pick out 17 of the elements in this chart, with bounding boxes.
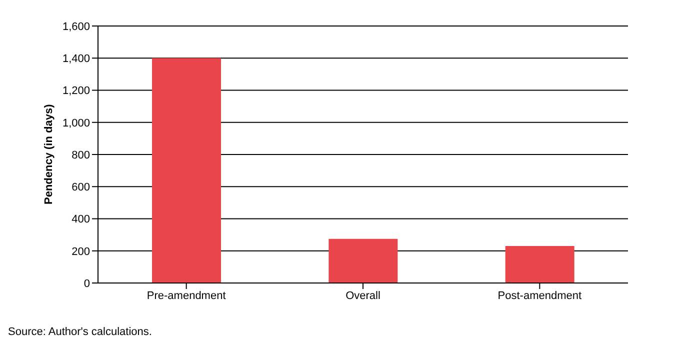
y-tick-label: 800 [72, 149, 90, 162]
y-tick-label: 600 [72, 182, 90, 194]
y-tick-label: 0 [84, 278, 90, 290]
y-tick-label: 400 [72, 214, 90, 226]
bar [152, 58, 221, 283]
y-axis-title: Pendency (in days) [42, 104, 55, 204]
bar [505, 246, 574, 283]
bar [328, 238, 398, 283]
source-note: Source: Author's calculations. [8, 326, 152, 338]
x-tick-label: Pre-amendment [146, 290, 226, 302]
y-tick-label: 200 [72, 246, 90, 258]
y-tick-label: 1,600 [62, 20, 90, 33]
x-tick-label: Post-amendment [498, 290, 582, 302]
x-tick-label: Overall [346, 290, 380, 302]
y-tick-label: 1,200 [62, 85, 90, 98]
y-tick-label: 1,400 [62, 53, 90, 66]
y-tick-label: 1,000 [62, 117, 90, 130]
